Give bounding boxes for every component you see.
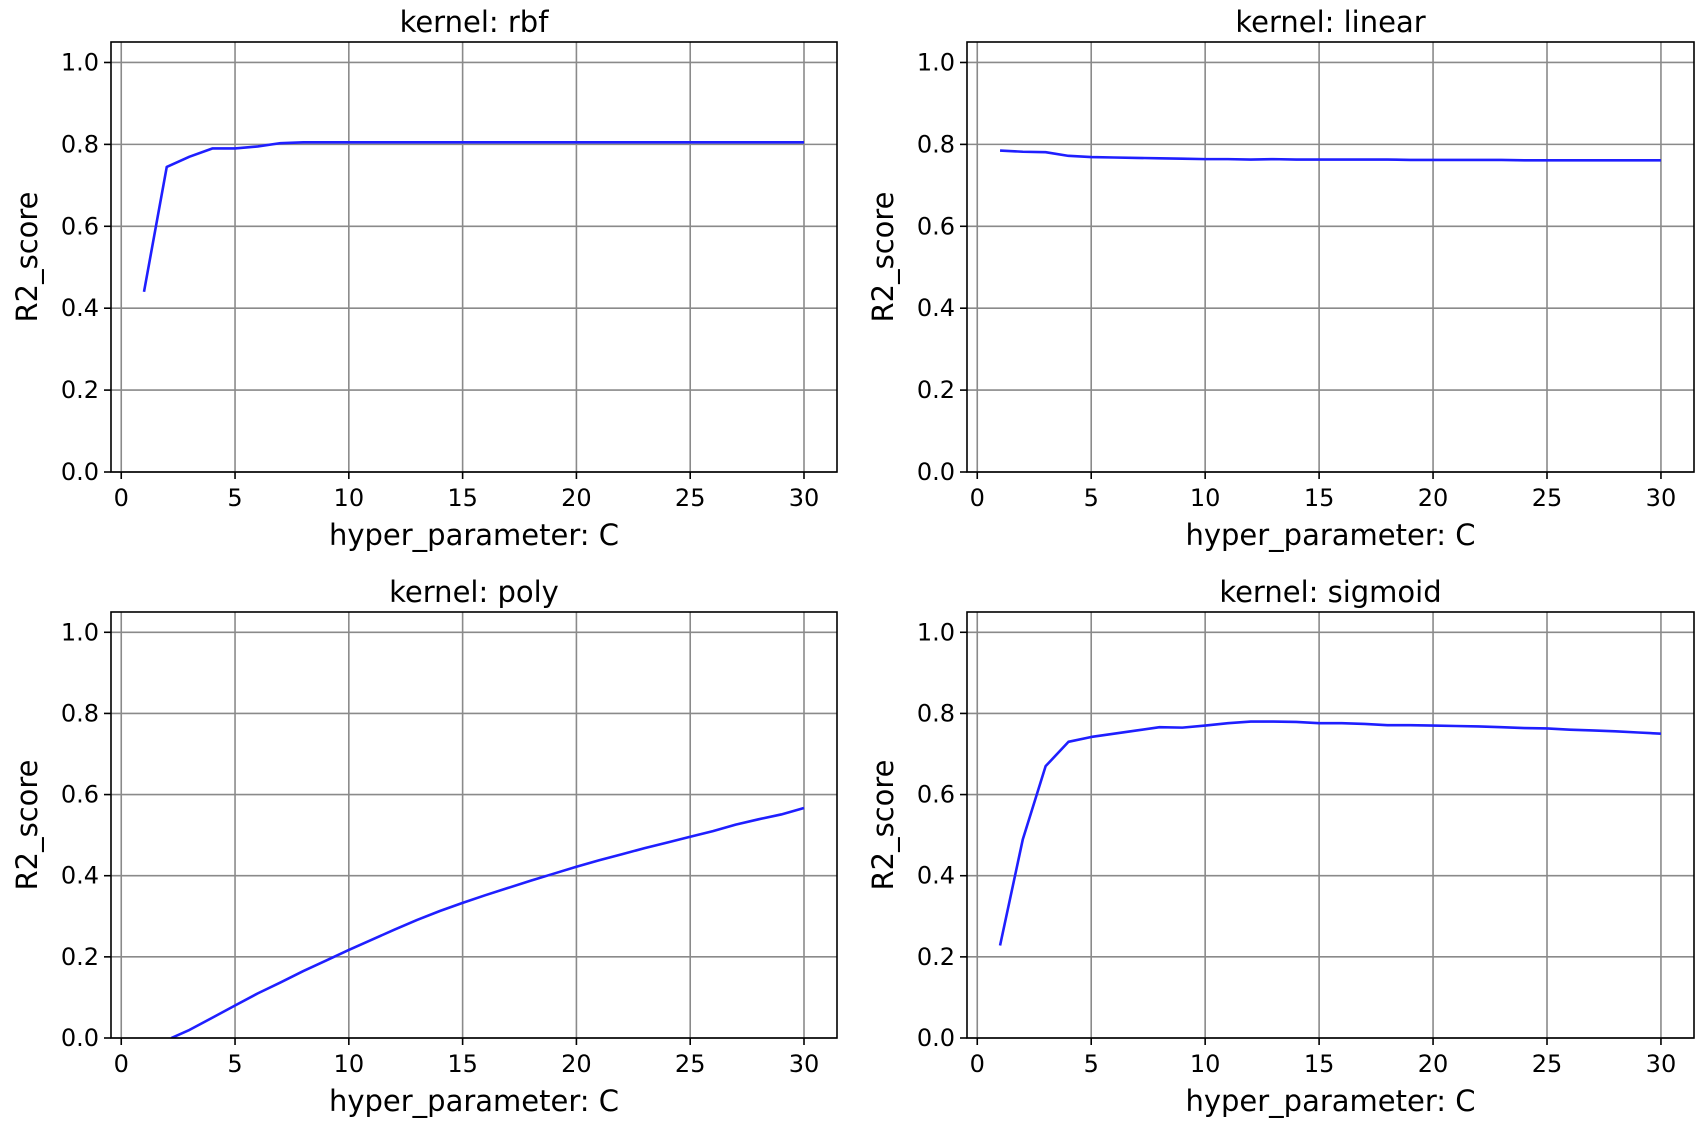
series-line-poly-0	[170, 806, 805, 1038]
x-tick-label-rbf-2: 10	[334, 484, 365, 512]
x-tick-label-sigmoid-0: 0	[970, 1050, 985, 1078]
x-tick-label-rbf-0: 0	[114, 484, 129, 512]
y-tick-label-linear-5: 1.0	[917, 48, 955, 76]
y-tick-label-rbf-4: 0.8	[61, 130, 99, 158]
y-tick-label-linear-4: 0.8	[917, 130, 955, 158]
x-tick-label-poly-3: 15	[447, 1050, 478, 1078]
x-tick-label-poly-5: 25	[675, 1050, 706, 1078]
x-tick-label-poly-2: 10	[334, 1050, 365, 1078]
x-tick-label-sigmoid-4: 20	[1418, 1050, 1449, 1078]
x-tick-label-linear-1: 5	[1084, 484, 1099, 512]
y-tick-label-rbf-2: 0.4	[61, 294, 99, 322]
y-axis-label-sigmoid: R2_score	[866, 759, 900, 890]
subplot-poly: 0 5 10 15 20 25 30 0.0 0.2 0.4 0.6 0.8 1.0 kernel: po…	[10, 575, 838, 1118]
y-tick-label-poly-5: 1.0	[61, 618, 99, 646]
x-tick-label-sigmoid-5: 25	[1532, 1050, 1563, 1078]
x-tick-label-linear-2: 10	[1190, 484, 1221, 512]
chart-title-poly: kernel: poly	[389, 575, 559, 609]
x-axis-label-poly: hyper_parameter: C	[329, 1084, 619, 1118]
y-tick-label-poly-2: 0.4	[61, 862, 99, 890]
chart-title-rbf: kernel: rbf	[400, 5, 550, 39]
y-tick-label-poly-3: 0.6	[61, 781, 99, 809]
y-tick-label-rbf-5: 1.0	[61, 48, 99, 76]
y-tick-label-rbf-0: 0.0	[61, 458, 99, 486]
y-tick-label-sigmoid-3: 0.6	[917, 781, 955, 809]
x-tick-label-rbf-4: 20	[561, 484, 592, 512]
x-tick-label-rbf-1: 5	[227, 484, 242, 512]
x-tick-label-linear-3: 15	[1304, 484, 1335, 512]
y-tick-label-rbf-1: 0.2	[61, 376, 99, 404]
x-tick-label-poly-0: 0	[114, 1050, 129, 1078]
y-tick-label-sigmoid-5: 1.0	[917, 618, 955, 646]
y-tick-label-linear-0: 0.0	[917, 458, 955, 486]
x-tick-label-linear-6: 30	[1646, 484, 1677, 512]
x-axis-label-sigmoid: hyper_parameter: C	[1185, 1084, 1475, 1118]
x-tick-label-linear-5: 25	[1532, 484, 1563, 512]
y-tick-label-sigmoid-2: 0.4	[917, 862, 955, 890]
subplot-linear: 0 5 10 15 20 25 30 0.0 0.2 0.4 0.6 0.8 1.0 kernel: li…	[866, 5, 1695, 552]
x-tick-label-sigmoid-2: 10	[1190, 1050, 1221, 1078]
y-tick-label-poly-4: 0.8	[61, 699, 99, 727]
chart-title-linear: kernel: linear	[1235, 5, 1425, 39]
x-tick-label-linear-0: 0	[970, 484, 985, 512]
x-tick-label-linear-4: 20	[1418, 484, 1449, 512]
y-tick-label-sigmoid-1: 0.2	[917, 943, 955, 971]
y-tick-label-poly-1: 0.2	[61, 943, 99, 971]
series-line-rbf-0	[142, 141, 804, 293]
x-tick-label-rbf-5: 25	[675, 484, 706, 512]
axes-frame-sigmoid	[966, 611, 1695, 1039]
x-tick-label-poly-1: 5	[227, 1050, 242, 1078]
y-tick-label-rbf-3: 0.6	[61, 212, 99, 240]
x-tick-label-poly-4: 20	[561, 1050, 592, 1078]
x-tick-label-rbf-3: 15	[447, 484, 478, 512]
x-axis-label-rbf: hyper_parameter: C	[329, 518, 619, 552]
y-tick-label-sigmoid-0: 0.0	[917, 1024, 955, 1052]
y-axis-label-rbf: R2_score	[10, 191, 44, 322]
series-line-sigmoid-0	[998, 720, 1662, 946]
subplot-rbf: 0 5 10 15 20 25 30 0.0 0.2 0.4 0.6 0.8 1.0 kernel: rb…	[10, 5, 838, 552]
chart-title-sigmoid: kernel: sigmoid	[1219, 575, 1441, 609]
y-tick-label-linear-1: 0.2	[917, 376, 955, 404]
x-tick-label-poly-6: 30	[789, 1050, 820, 1078]
x-tick-label-rbf-6: 30	[789, 484, 820, 512]
y-axis-label-poly: R2_score	[10, 759, 44, 890]
x-tick-label-sigmoid-3: 15	[1304, 1050, 1335, 1078]
y-tick-label-poly-0: 0.0	[61, 1024, 99, 1052]
axes-frame-rbf	[110, 41, 838, 473]
y-axis-label-linear: R2_score	[866, 191, 900, 322]
x-tick-label-sigmoid-6: 30	[1646, 1050, 1677, 1078]
y-tick-label-sigmoid-4: 0.8	[917, 699, 955, 727]
axes-frame-linear	[966, 41, 1695, 473]
x-tick-label-sigmoid-1: 5	[1084, 1050, 1099, 1078]
y-tick-label-linear-3: 0.6	[917, 212, 955, 240]
subplot-sigmoid: 0 5 10 15 20 25 30 0.0 0.2 0.4 0.6 0.8 1.0 kernel: si…	[866, 575, 1695, 1118]
y-tick-label-linear-2: 0.4	[917, 294, 955, 322]
axes-frame-poly	[110, 611, 838, 1039]
x-axis-label-linear: hyper_parameter: C	[1185, 518, 1475, 552]
series-line-linear-0	[999, 149, 1661, 162]
